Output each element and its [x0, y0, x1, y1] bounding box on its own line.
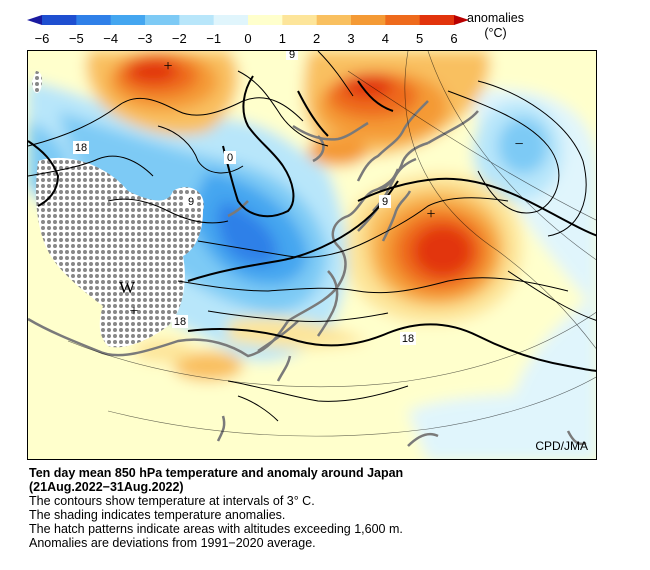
colorbar-tick-label: −2	[172, 31, 187, 46]
figure-caption: Ten day mean 850 hPa temperature and ano…	[29, 466, 629, 550]
caption-line-contours: The contours show temperature at interva…	[29, 494, 315, 508]
colorbar-tick-label: 0	[244, 31, 251, 46]
colorbar-cell	[110, 15, 146, 25]
high-center-marker-plateau: +	[129, 303, 138, 320]
contour-label-eighteen-west: 18	[75, 142, 87, 154]
caption-line-anomaly: Anomalies are deviations from 1991−2020 …	[29, 536, 316, 550]
anomaly-colorbar: −6 −5 −4 −3 −2 −1 0 1 2 3 4 5 6	[27, 15, 469, 46]
colorbar-tick-label: 4	[382, 31, 389, 46]
colorbar-cell	[282, 15, 318, 25]
colorbar-cell	[42, 15, 77, 25]
contour-label-nine-top: 9	[289, 51, 295, 61]
colorbar-tick-label: −3	[138, 31, 153, 46]
colorbar-tick-labels: −6 −5 −4 −3 −2 −1 0 1 2 3 4 5 6	[35, 31, 458, 46]
caption-title: Ten day mean 850 hPa temperature and ano…	[29, 466, 404, 480]
caption-line-shading: The shading indicates temperature anomal…	[29, 508, 286, 522]
colorbar-units-degrees: (°C)	[484, 26, 507, 40]
colorbar-cell	[145, 15, 180, 25]
high-center-marker-north: +	[163, 58, 172, 75]
colorbar-tick-label: 3	[347, 31, 354, 46]
colorbar-cell	[385, 15, 421, 25]
colorbar-cell	[316, 15, 352, 25]
contour-label-zero: 0	[227, 152, 233, 164]
caption-line-hatch: The hatch patterns indicate areas with a…	[29, 522, 403, 536]
low-center-marker: −	[514, 136, 523, 153]
contour-label-eighteen-south: 18	[174, 316, 186, 328]
colorbar-tick-label: −6	[35, 31, 50, 46]
colorbar-tick-label: −1	[206, 31, 221, 46]
hatch-small-patch	[32, 71, 43, 93]
colorbar-tick-label: 6	[450, 31, 457, 46]
high-center-marker-east: +	[426, 206, 435, 223]
colorbar-tick-label: 1	[279, 31, 286, 46]
colorbar-cell	[213, 15, 249, 25]
colorbar-cells	[42, 15, 455, 25]
map-svg: 0 9 9 9 18 18 18 + + + − W	[28, 51, 596, 459]
colorbar-tick-label: −4	[103, 31, 118, 46]
graticule	[67, 51, 596, 437]
contour-label-eighteen-east: 18	[402, 333, 414, 345]
colorbar-right-arrow	[454, 15, 469, 25]
map-credit: CPD/JMA	[535, 439, 588, 453]
colorbar-tick-label: −5	[69, 31, 84, 46]
temperature-contours	[28, 51, 596, 422]
colorbar-units-label: anomalies	[467, 11, 524, 25]
colorbar-units: anomalies (°C)	[467, 11, 524, 41]
colorbar-cell	[248, 15, 283, 25]
contour-label-nine-east: 9	[382, 196, 388, 208]
coastlines	[28, 100, 587, 447]
pressure-markers: + + + − W	[119, 58, 524, 320]
colorbar-tick-label: 2	[313, 31, 320, 46]
colorbar-cell	[179, 15, 215, 25]
colorbar-cell	[76, 15, 112, 25]
colorbar-cell	[351, 15, 386, 25]
high-altitude-hatch	[36, 157, 204, 348]
map-panel: 0 9 9 9 18 18 18 + + + − W CPD/JMA	[27, 50, 597, 460]
caption-period: (21Aug.2022−31Aug.2022)	[29, 480, 184, 494]
colorbar-tick-label: 5	[416, 31, 423, 46]
contour-labels: 0 9 9 9 18 18 18	[73, 51, 416, 345]
colorbar-left-arrow	[27, 15, 42, 25]
colorbar-cell	[419, 15, 455, 25]
contour-label-nine-mid: 9	[188, 196, 194, 208]
warm-center-label: W	[119, 278, 136, 297]
bold-contours	[28, 75, 596, 372]
